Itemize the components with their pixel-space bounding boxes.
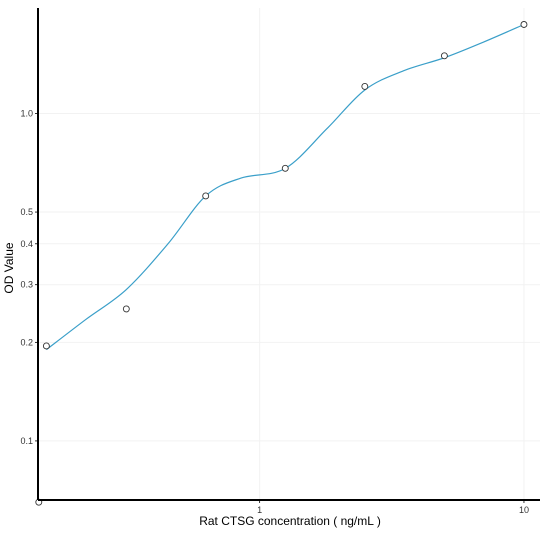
data-point bbox=[520, 21, 528, 28]
x-tick-label: 10 bbox=[519, 505, 529, 515]
data-point bbox=[202, 192, 210, 200]
data-points-layer bbox=[35, 21, 528, 506]
fit-curve-line bbox=[46, 23, 525, 351]
y-tick-label: 1.0 bbox=[20, 108, 33, 118]
data-point bbox=[281, 164, 289, 172]
y-tick-label: 0.3 bbox=[20, 280, 33, 290]
y-axis-title: OD Value bbox=[2, 242, 16, 293]
ticks-layer: 0.1 0.2 0.3 0.4 0.5 1.0 1 10 bbox=[20, 108, 528, 515]
data-point bbox=[122, 305, 130, 313]
y-tick-label: 0.4 bbox=[20, 239, 33, 249]
axes-layer bbox=[37, 8, 540, 501]
y-tick-label: 0.2 bbox=[20, 337, 33, 347]
data-point bbox=[361, 82, 369, 90]
y-tick-label: 0.5 bbox=[20, 207, 33, 217]
grid-layer bbox=[38, 8, 540, 500]
x-axis-title: Rat CTSG concentration ( ng/mL ) bbox=[199, 514, 381, 528]
y-tick-label: 0.1 bbox=[20, 436, 33, 446]
x-tick-label: 1 bbox=[257, 505, 262, 515]
data-point bbox=[42, 342, 50, 350]
data-point bbox=[440, 52, 448, 60]
fit-curve-layer bbox=[46, 23, 525, 351]
